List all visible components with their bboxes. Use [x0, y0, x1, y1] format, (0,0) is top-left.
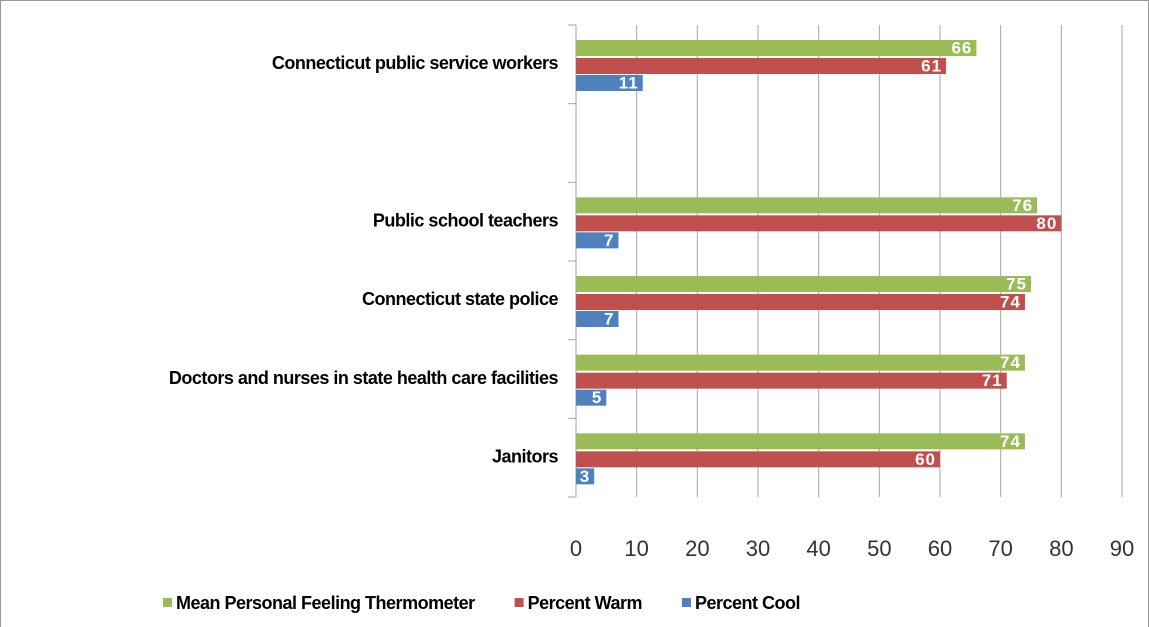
bar: [576, 468, 595, 485]
data-label: 71: [982, 371, 1003, 390]
data-label: 76: [1012, 196, 1033, 215]
bar: [576, 389, 607, 406]
legend-swatch: [514, 598, 524, 607]
data-label: 7: [604, 309, 614, 328]
y-tick-label: Connecticut state police: [362, 289, 559, 309]
x-tick-label: 20: [685, 536, 709, 561]
x-tick-label: 0: [570, 536, 582, 561]
legend-label: Percent Cool: [695, 593, 800, 613]
x-tick-label: 70: [988, 536, 1012, 561]
bar: [576, 354, 1025, 371]
data-label: 74: [1000, 292, 1021, 311]
y-tick-label: Public school teachers: [373, 210, 559, 230]
bar: [576, 276, 1031, 292]
bar: [576, 433, 1025, 450]
data-label: 3: [580, 467, 590, 486]
data-label: 75: [1006, 274, 1027, 293]
bar: [576, 40, 977, 56]
bar: [576, 451, 940, 468]
bar: [576, 215, 1062, 232]
legend-label: Percent Warm: [528, 593, 642, 613]
x-tick-label: 50: [867, 536, 891, 561]
data-label: 11: [619, 73, 639, 92]
bar: [576, 372, 1007, 389]
data-label: 74: [1000, 353, 1021, 372]
data-label: 61: [921, 56, 942, 75]
y-tick-label: Connecticut public service workers: [272, 53, 559, 73]
bar: [576, 75, 643, 91]
data-label: 66: [951, 38, 972, 57]
data-label: 80: [1036, 214, 1057, 233]
bar: [576, 58, 947, 74]
data-label: 60: [915, 450, 936, 469]
x-tick-label: 10: [624, 536, 648, 561]
legend-swatch: [163, 598, 172, 607]
bar: [576, 311, 619, 327]
data-label: 7: [604, 231, 614, 250]
y-tick-label: Doctors and nurses in state health care …: [169, 368, 559, 388]
x-tick-label: 80: [1049, 536, 1073, 561]
data-label: 74: [1000, 432, 1021, 451]
legend-label: Mean Personal Feeling Thermometer: [176, 593, 475, 613]
bar: [576, 197, 1038, 214]
data-label: 5: [592, 388, 602, 407]
y-tick-label: Janitors: [492, 446, 559, 466]
x-tick-label: 60: [928, 536, 952, 561]
x-tick-label: 30: [746, 536, 770, 561]
legend-swatch: [681, 598, 691, 607]
bar: [576, 232, 619, 249]
bar: [576, 294, 1025, 310]
x-tick-label: 90: [1110, 536, 1134, 561]
x-tick-label: 40: [806, 536, 830, 561]
